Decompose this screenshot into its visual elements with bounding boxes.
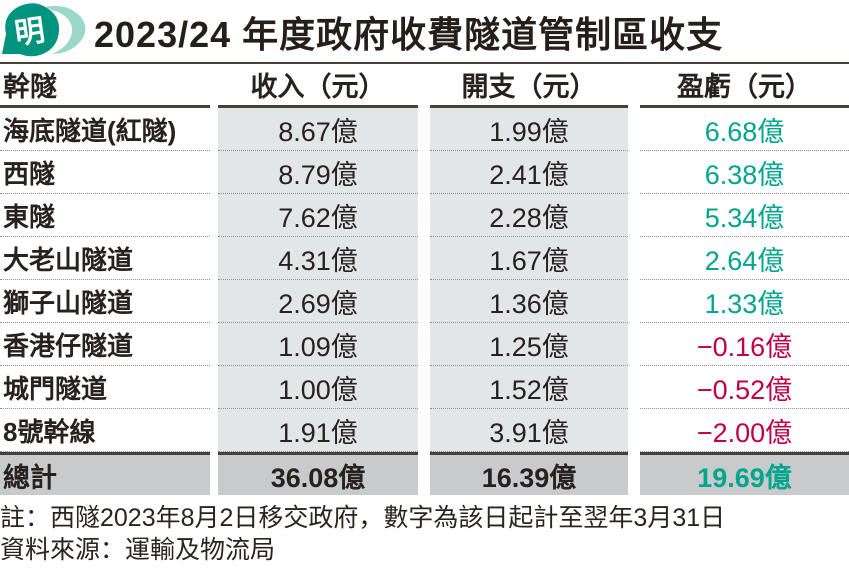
tunnel-finance-table: 幹隧 收入（元） 開支（元） 盈虧（元） 海底隧道(紅隧) 8.67億 1.99… xyxy=(0,64,849,495)
income-value: 7.62億 xyxy=(218,194,418,237)
balance-value: 6.38億 xyxy=(640,151,849,194)
expense-value: 1.67億 xyxy=(430,237,628,280)
income-value: 1.91億 xyxy=(218,409,418,452)
expense-value: 3.91億 xyxy=(430,409,628,452)
expense-value: 1.52億 xyxy=(430,366,628,409)
table-row: 東隧 7.62億 2.28億 5.34億 xyxy=(0,194,849,237)
balance-value: 2.64億 xyxy=(640,237,849,280)
table-row: 獅子山隧道 2.69億 1.36億 1.33億 xyxy=(0,280,849,323)
expense-value: 2.41億 xyxy=(430,151,628,194)
table-row: 大老山隧道 4.31億 1.67億 2.64億 xyxy=(0,237,849,280)
table-row: 8號幹線 1.91億 3.91億 −2.00億 xyxy=(0,409,849,452)
table-row: 城門隧道 1.00億 1.52億 −0.52億 xyxy=(0,366,849,409)
balance-value: −2.00億 xyxy=(640,409,849,452)
footnote-remark: 註：西隧2023年8月2日移交政府，數字為該日起計至翌年3月31日 xyxy=(0,504,726,532)
tunnel-name: 大老山隧道 xyxy=(0,237,210,280)
balance-value: −0.52億 xyxy=(640,366,849,409)
mingpao-logo-icon: 明 xyxy=(2,3,86,57)
header-tunnel: 幹隧 xyxy=(0,64,210,108)
title-divider xyxy=(0,62,849,64)
tunnel-name: 8號幹線 xyxy=(0,409,210,452)
tunnel-name: 海底隧道(紅隧) xyxy=(0,108,210,151)
expense-value: 1.36億 xyxy=(430,280,628,323)
balance-value: 6.68億 xyxy=(640,108,849,151)
table-row: 海底隧道(紅隧) 8.67億 1.99億 6.68億 xyxy=(0,108,849,151)
balance-value: 5.34億 xyxy=(640,194,849,237)
svg-text:明: 明 xyxy=(13,13,48,52)
expense-value: 1.99億 xyxy=(430,108,628,151)
balance-value: 1.33億 xyxy=(640,280,849,323)
expense-value: 1.25億 xyxy=(430,323,628,366)
tunnel-name: 城門隧道 xyxy=(0,366,210,409)
table-row: 西隧 8.79億 2.41億 6.38億 xyxy=(0,151,849,194)
table-header-row: 幹隧 收入（元） 開支（元） 盈虧（元） xyxy=(0,64,849,108)
total-balance-value: 19.69億 xyxy=(640,452,849,495)
tunnel-name: 西隧 xyxy=(0,151,210,194)
total-income-value: 36.08億 xyxy=(218,452,418,495)
header-balance: 盈虧（元） xyxy=(640,64,849,108)
tunnel-name: 東隧 xyxy=(0,194,210,237)
header-expense: 開支（元） xyxy=(430,64,628,108)
table-row: 香港仔隧道 1.09億 1.25億 −0.16億 xyxy=(0,323,849,366)
table-total-row: 總計 36.08億 16.39億 19.69億 xyxy=(0,452,849,495)
income-value: 8.67億 xyxy=(218,108,418,151)
total-label: 總計 xyxy=(0,452,210,495)
income-value: 1.09億 xyxy=(218,323,418,366)
tunnel-name: 香港仔隧道 xyxy=(0,323,210,366)
total-expense-value: 16.39億 xyxy=(430,452,628,495)
income-value: 8.79億 xyxy=(218,151,418,194)
balance-value: −0.16億 xyxy=(640,323,849,366)
income-value: 4.31億 xyxy=(218,237,418,280)
tunnel-name: 獅子山隧道 xyxy=(0,280,210,323)
header-income: 收入（元） xyxy=(218,64,418,108)
income-value: 1.00億 xyxy=(218,366,418,409)
footnote-source: 資料來源：運輸及物流局 xyxy=(0,536,276,564)
income-value: 2.69億 xyxy=(218,280,418,323)
masthead: 明 2023/24 年度政府收費隧道管制區收支 xyxy=(0,0,849,60)
page-title: 2023/24 年度政府收費隧道管制區收支 xyxy=(94,14,724,55)
expense-value: 2.28億 xyxy=(430,194,628,237)
footnotes: 註：西隧2023年8月2日移交政府，數字為該日起計至翌年3月31日 資料來源：運… xyxy=(0,502,849,566)
